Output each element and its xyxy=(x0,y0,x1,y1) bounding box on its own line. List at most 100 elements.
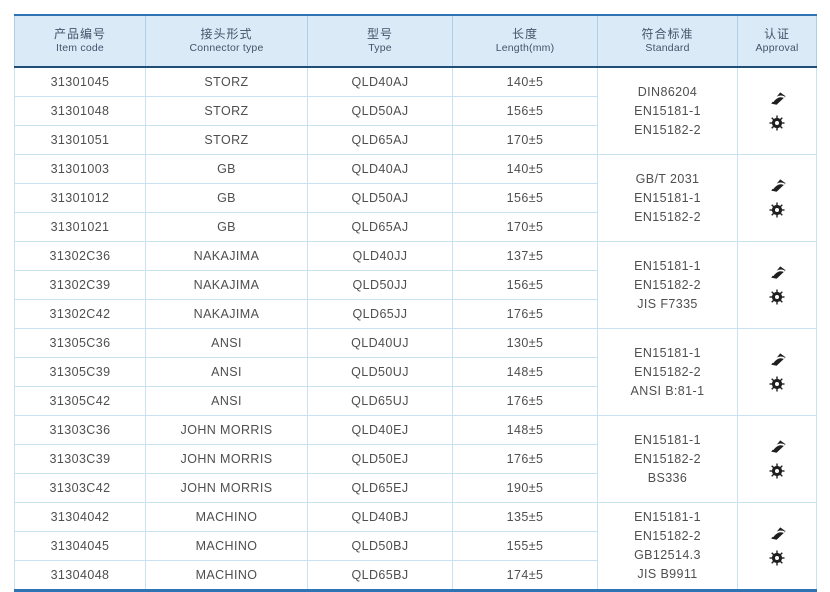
table-header: 产品编号 Item code 接头形式 Connector type 型号 Ty… xyxy=(14,15,817,68)
approval-icons xyxy=(738,526,816,566)
certification-logo-icon xyxy=(768,178,787,193)
approval-cell xyxy=(737,66,817,155)
table-row: 31302C39 NAKAJIMA QLD50JJ 156±5 xyxy=(14,270,817,300)
approval-icons xyxy=(738,439,816,479)
table-row: 31302C36 NAKAJIMA QLD40JJ 137±5 EN15181-1 EN1… xyxy=(14,241,817,329)
length-cell: 174±5 xyxy=(452,560,598,591)
connector-type-cell: ANSI xyxy=(145,328,308,358)
connector-type-cell: NAKAJIMA xyxy=(145,241,308,271)
item-code-cell: 31302C36 xyxy=(14,241,146,271)
length-cell: 156±5 xyxy=(452,96,598,126)
connector-type-cell: ANSI xyxy=(145,357,308,387)
connector-type-cell: GB xyxy=(145,212,308,242)
length-cell: 137±5 xyxy=(452,241,598,271)
standard-cell: EN15181-1 EN15182-2 BS336 xyxy=(597,415,738,503)
type-cell: QLD65JJ xyxy=(307,299,453,329)
table-row: 31302C42 NAKAJIMA QLD65JJ 176±5 xyxy=(14,299,817,329)
approval-icons xyxy=(738,265,816,305)
standard-line: JIS B9911 xyxy=(637,567,698,581)
table-row: 31303C36 JOHN MORRIS QLD40EJ 148±5 EN15181-1… xyxy=(14,415,817,503)
item-code-cell: 31301048 xyxy=(14,96,146,126)
length-cell: 176±5 xyxy=(452,386,598,416)
type-cell: QLD40BJ xyxy=(307,502,453,532)
connector-type-cell: JOHN MORRIS xyxy=(145,415,308,445)
connector-type-cell: JOHN MORRIS xyxy=(145,473,308,503)
approval-icons xyxy=(738,91,816,131)
table-row: 31301003 GB QLD40AJ 140±5 GB/T 2031 EN15181-1… xyxy=(14,154,817,242)
connector-type-cell: NAKAJIMA xyxy=(145,299,308,329)
type-cell: QLD65UJ xyxy=(307,386,453,416)
type-cell: QLD50BJ xyxy=(307,531,453,561)
col-header-en: Type xyxy=(368,41,392,54)
item-code-cell: 31303C42 xyxy=(14,473,146,503)
col-header-zh: 符合标准 xyxy=(641,26,694,41)
length-cell: 156±5 xyxy=(452,183,598,213)
approval-cell xyxy=(737,154,817,242)
connector-type-cell: MACHINO xyxy=(145,531,308,561)
wheelmark-icon xyxy=(769,289,785,305)
type-cell: QLD50UJ xyxy=(307,357,453,387)
length-cell: 156±5 xyxy=(452,270,598,300)
standard-line: EN15181-1 xyxy=(634,432,701,447)
length-cell: 148±5 xyxy=(452,415,598,445)
length-cell: 140±5 xyxy=(452,66,598,97)
col-header-zh: 认证 xyxy=(763,26,790,41)
standard-cell: EN15181-1 EN15182-2 GB12514.3 JIS B9911 xyxy=(597,502,738,591)
type-cell: QLD40JJ xyxy=(307,241,453,271)
length-cell: 190±5 xyxy=(452,473,598,503)
type-cell: QLD65AJ xyxy=(307,125,453,155)
col-header-approval: 认证 Approval xyxy=(737,15,817,68)
standard-line: GB/T 2031 xyxy=(635,171,700,186)
approval-cell xyxy=(737,241,817,329)
type-cell: QLD40AJ xyxy=(307,154,453,184)
item-code-cell: 31304042 xyxy=(14,502,146,532)
standard-line: EN15181-1 xyxy=(634,258,701,273)
table-row: 31305C42 ANSI QLD65UJ 176±5 xyxy=(14,386,817,416)
item-code-cell: 31301051 xyxy=(14,125,146,155)
type-cell: QLD50AJ xyxy=(307,96,453,126)
col-header-connector-type: 接头形式 Connector type xyxy=(145,15,308,68)
length-cell: 170±5 xyxy=(452,125,598,155)
col-header-item-code: 产品编号 Item code xyxy=(14,15,146,68)
standard-line: EN15182-2 xyxy=(634,277,701,292)
col-header-zh: 长度 xyxy=(511,26,538,41)
standard-cell: DIN86204 EN15181-1 EN15182-2 xyxy=(597,66,738,155)
standard-line: ANSI B:81-1 xyxy=(630,383,705,398)
item-code-cell: 31301045 xyxy=(14,66,146,97)
type-cell: QLD50EJ xyxy=(307,444,453,474)
certification-logo-icon xyxy=(768,526,787,541)
approval-icons xyxy=(738,352,816,392)
table-body: 31301045 STORZ QLD40AJ 140±5 DIN86204 EN15181… xyxy=(14,66,817,591)
col-header-zh: 产品编号 xyxy=(53,26,106,41)
standard-line: EN15181-1 xyxy=(634,345,701,360)
table-row: 31303C39 JOHN MORRIS QLD50EJ 176±5 xyxy=(14,444,817,474)
col-header-en: Connector type xyxy=(189,41,264,54)
item-code-cell: 31303C36 xyxy=(14,415,146,445)
col-header-en: Item code xyxy=(56,41,104,54)
table-row: 31301045 STORZ QLD40AJ 140±5 DIN86204 EN15181… xyxy=(14,66,817,155)
standard-line: EN15182-2 xyxy=(634,529,701,543)
standard-line: DIN86204 xyxy=(637,84,698,99)
connector-type-cell: GB xyxy=(145,154,308,184)
product-table: 产品编号 Item code 接头形式 Connector type 型号 Ty… xyxy=(14,14,817,592)
type-cell: QLD65AJ xyxy=(307,212,453,242)
col-header-en: Length(mm) xyxy=(495,41,555,54)
wheelmark-icon xyxy=(769,550,785,566)
item-code-cell: 31305C39 xyxy=(14,357,146,387)
connector-type-cell: STORZ xyxy=(145,96,308,126)
wheelmark-icon xyxy=(769,115,785,131)
type-cell: QLD40AJ xyxy=(307,66,453,97)
wheelmark-icon xyxy=(769,376,785,392)
standard-line: EN15181-1 xyxy=(634,103,701,118)
col-header-en: Approval xyxy=(755,41,799,54)
length-cell: 155±5 xyxy=(452,531,598,561)
table-row: 31301048 STORZ QLD50AJ 156±5 xyxy=(14,96,817,126)
table-row: 31304045 MACHINO QLD50BJ 155±5 xyxy=(14,531,817,561)
table-row: 31305C39 ANSI QLD50UJ 148±5 xyxy=(14,357,817,387)
item-code-cell: 31301012 xyxy=(14,183,146,213)
certification-logo-icon xyxy=(768,352,787,367)
approval-cell xyxy=(737,415,817,503)
standard-line: EN15182-2 xyxy=(634,122,701,137)
type-cell: QLD40EJ xyxy=(307,415,453,445)
col-header-type: 型号 Type xyxy=(307,15,453,68)
